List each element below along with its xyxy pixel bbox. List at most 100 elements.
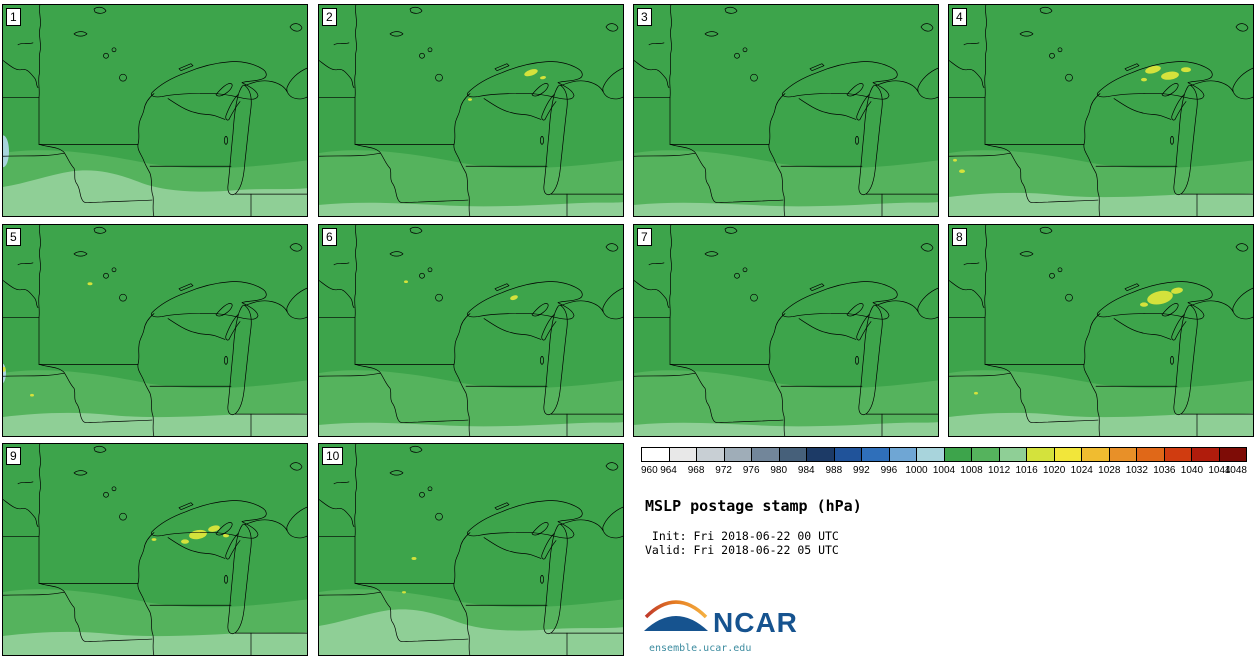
state-border-sd-ne <box>2 372 65 377</box>
teal-low-pressure-patch <box>2 135 9 168</box>
panel-number-label: 10 <box>322 447 344 465</box>
devils-lake <box>333 262 350 266</box>
green-bay <box>1171 314 1187 341</box>
river-big-sioux-missouri <box>669 143 784 204</box>
lake-winnibigoshish <box>427 267 433 273</box>
river-missouri-nd <box>318 59 355 88</box>
devils-lake <box>17 262 34 266</box>
ensemble-member-panel: 6 <box>318 224 624 437</box>
midwest-map <box>2 4 308 217</box>
leech-lake <box>734 272 740 279</box>
state-border-wi-mi <box>798 318 857 340</box>
yellow-high-pressure-blob <box>540 76 546 80</box>
lake-huron-shore <box>602 287 624 320</box>
state-borders-and-lakes <box>318 443 624 656</box>
pressure-field-pale <box>318 202 624 217</box>
lake-winnebago <box>224 575 228 584</box>
river-big-sioux-missouri <box>38 363 153 424</box>
panel-number-label: 8 <box>952 228 967 246</box>
pressure-field-pale <box>2 170 308 217</box>
river-mississippi <box>137 93 155 217</box>
isle-royale <box>1124 63 1140 72</box>
pressure-field-pale <box>633 202 939 217</box>
lake-michigan <box>543 304 568 416</box>
mille-lacs-lake <box>750 293 758 302</box>
river-big-sioux-missouri <box>984 363 1099 424</box>
colorbar-segment <box>971 448 999 461</box>
colorbar-tick-label: 972 <box>715 465 732 476</box>
yellow-high-pressure-blob <box>1141 77 1147 82</box>
colorbar-segment <box>1191 448 1219 461</box>
lake-huron-shore <box>286 287 308 320</box>
lake-nipigon <box>605 462 619 471</box>
mille-lacs-lake <box>119 512 127 521</box>
map-frame <box>318 443 624 656</box>
mille-lacs-lake <box>119 73 127 82</box>
lake-huron-shore <box>602 506 624 539</box>
ensemble-member-panel: 8 <box>948 224 1254 437</box>
pressure-field-pale <box>318 422 624 437</box>
mille-lacs-lake <box>1065 73 1073 82</box>
isle-royale <box>178 63 194 72</box>
keweenaw-peninsula <box>1161 303 1179 317</box>
state-border-sd-ne <box>318 591 381 596</box>
colorbar-tick-label: 968 <box>687 465 705 476</box>
isle-royale <box>809 63 825 72</box>
devils-lake <box>648 262 665 266</box>
mille-lacs-lake <box>1065 293 1073 302</box>
colorbar-tick-label: 1000 <box>905 465 928 476</box>
yellow-high-pressure-blob <box>524 69 538 77</box>
mille-lacs-lake <box>119 293 127 302</box>
yellow-high-pressure-blob <box>1171 287 1183 294</box>
map-frame <box>2 443 308 656</box>
leech-lake <box>1049 272 1055 279</box>
midwest-map <box>948 224 1254 437</box>
state-borders-and-lakes <box>2 443 308 656</box>
river-missouri-nd <box>633 59 670 88</box>
lake-superior <box>150 500 267 539</box>
pressure-field-pale <box>948 192 1254 217</box>
isle-royale <box>494 502 510 511</box>
green-bay <box>225 533 241 560</box>
map-frame <box>633 224 939 437</box>
colorbar-tick-label: 1008 <box>960 465 983 476</box>
yellow-high-pressure-blob <box>402 591 406 594</box>
state-borders-and-lakes <box>318 4 624 217</box>
lake-superior <box>466 61 583 100</box>
green-bay <box>541 94 557 121</box>
lake-winnibigoshish <box>427 47 433 53</box>
ncar-logo: NCAR <box>644 600 797 638</box>
devils-lake <box>963 42 980 46</box>
state-border-sd-ne <box>633 152 696 157</box>
keweenaw-peninsula <box>531 303 549 317</box>
straits-shoreline <box>244 300 288 312</box>
isle-royale <box>178 283 194 292</box>
midwest-map <box>318 224 624 437</box>
lake-of-the-woods <box>724 6 738 14</box>
yellow-high-pressure-blob <box>2 366 6 372</box>
red-lake <box>704 31 719 37</box>
yellow-blobs <box>468 69 546 101</box>
lake-superior <box>150 281 267 320</box>
colorbar-tick-label: 996 <box>880 465 898 476</box>
website-url: ensemble.ucar.edu <box>649 643 752 654</box>
devils-lake <box>963 262 980 266</box>
lake-nipigon <box>1235 243 1249 252</box>
river-mississippi <box>137 313 155 437</box>
devils-lake <box>17 481 34 485</box>
lake-huron-shore <box>1232 67 1254 100</box>
lake-nipigon <box>920 243 934 252</box>
pressure-field-pale <box>318 609 624 656</box>
lake-of-the-woods <box>93 226 107 234</box>
map-frame <box>633 4 939 217</box>
yellow-high-pressure-blob <box>208 525 220 532</box>
red-lake <box>73 470 88 476</box>
river-big-sioux-missouri <box>354 143 469 204</box>
green-bay <box>856 314 872 341</box>
lake-huron-shore <box>602 67 624 100</box>
lake-michigan <box>227 304 252 416</box>
ensemble-member-panel: 5 <box>2 224 308 437</box>
colorbar-segment <box>888 448 916 461</box>
yellow-high-pressure-blob <box>151 538 157 541</box>
midwest-map <box>318 4 624 217</box>
